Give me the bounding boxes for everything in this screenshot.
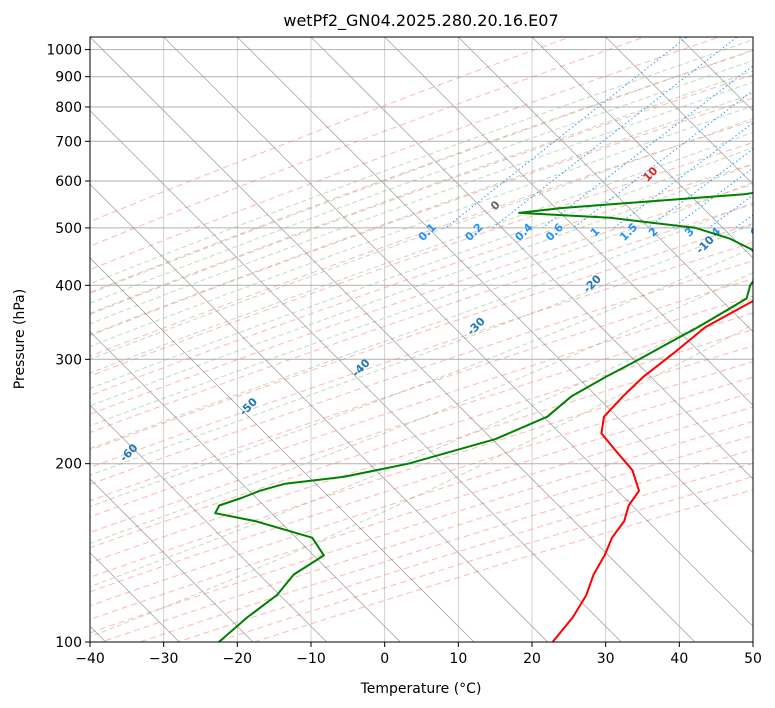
dry-adiabat bbox=[90, 163, 753, 396]
isotherm bbox=[90, 183, 548, 642]
axis-ticks: −40 −30 −20 −10 0 10 20 30 40 50 1000 900 800 700 600 5… bbox=[46, 43, 762, 667]
dry-adiabat bbox=[90, 74, 753, 315]
line-labels: -100-90-80-70-60-50-40-30-20-100.10.20.4… bbox=[3, 164, 763, 505]
isotherm-label: -50 bbox=[237, 395, 260, 418]
isotherm bbox=[237, 37, 753, 554]
chart-title: wetPf2_GN04.2025.280.20.16.E07 bbox=[283, 11, 558, 31]
moist-adiabat bbox=[90, 118, 753, 360]
mixing-ratio-label: 6 bbox=[748, 225, 763, 240]
dry-adiabat bbox=[90, 223, 753, 451]
moist-adiabat bbox=[90, 39, 753, 285]
dry-adiabat bbox=[90, 406, 753, 620]
dry-adiabat bbox=[90, 295, 753, 518]
isotherm bbox=[310, 37, 753, 480]
dewpoint-line bbox=[214, 192, 753, 642]
isotherm-label: -60 bbox=[117, 441, 140, 464]
isotherm bbox=[384, 37, 753, 406]
moist-adiabat bbox=[90, 272, 753, 544]
dry-adiabat bbox=[215, 476, 753, 642]
mixing-ratio-line bbox=[708, 194, 753, 229]
dry-adiabat bbox=[90, 50, 753, 293]
dry-adiabat bbox=[90, 241, 753, 469]
moist-adiabat bbox=[90, 70, 753, 314]
isotherm bbox=[752, 37, 753, 38]
plot-frame bbox=[89, 36, 754, 643]
moist-adiabat bbox=[90, 49, 753, 294]
x-tick-label: 40 bbox=[670, 651, 688, 667]
moist-adiabat bbox=[90, 81, 753, 325]
moist-adiabat bbox=[90, 147, 753, 389]
x-tick-label: −40 bbox=[75, 651, 105, 667]
isotherm-label: -70 bbox=[3, 482, 26, 505]
x-tick-label: 50 bbox=[744, 651, 762, 667]
isotherm bbox=[605, 37, 753, 185]
dry-adiabat bbox=[90, 391, 753, 607]
dry-adiabat bbox=[90, 142, 753, 377]
temperature-line bbox=[551, 299, 753, 642]
moist-adiabat bbox=[90, 323, 753, 638]
moist-adiabat bbox=[90, 163, 753, 407]
y-tick-label: 1000 bbox=[46, 43, 82, 59]
mixing-ratio-line bbox=[572, 90, 753, 229]
mixing-ratio-label: 1 bbox=[588, 225, 603, 240]
dry-adiabat bbox=[90, 376, 753, 593]
x-tick-label: 0 bbox=[380, 651, 389, 667]
x-tick-label: −10 bbox=[296, 651, 326, 667]
moist-adiabat bbox=[90, 181, 753, 427]
dry-adiabat bbox=[90, 345, 753, 564]
mixing-ratio-label: 0.2 bbox=[463, 221, 486, 244]
isotherm bbox=[679, 37, 753, 112]
dry-adiabat bbox=[90, 97, 753, 337]
moist-adiabat bbox=[90, 105, 753, 348]
isotherm bbox=[458, 37, 753, 333]
isotherm bbox=[90, 37, 696, 642]
x-tick-label: 10 bbox=[449, 651, 467, 667]
isotherm bbox=[90, 110, 622, 642]
sounding-profiles bbox=[214, 192, 753, 642]
isotherm-label: -20 bbox=[581, 272, 604, 295]
dry-adiabat bbox=[90, 183, 753, 415]
y-axis-label: Pressure (hPa) bbox=[12, 289, 28, 389]
x-tick-label: 30 bbox=[597, 651, 615, 667]
mixing-ratio-label: 1.5 bbox=[617, 221, 640, 244]
dry-adiabat bbox=[90, 203, 753, 433]
dry-adiabat bbox=[90, 278, 753, 502]
y-tick-label: 300 bbox=[55, 352, 82, 368]
dry-adiabat bbox=[90, 120, 753, 357]
y-tick-label: 700 bbox=[55, 134, 82, 150]
background-lines bbox=[90, 37, 753, 642]
isotherm bbox=[163, 37, 753, 627]
y-tick-label: 200 bbox=[55, 457, 82, 473]
moist-adiabat bbox=[90, 131, 753, 374]
x-tick-label: −30 bbox=[149, 651, 179, 667]
mixing-ratio-line bbox=[734, 214, 753, 229]
dry-adiabat bbox=[90, 361, 753, 578]
isotherm bbox=[90, 257, 475, 642]
y-tick-label: 600 bbox=[55, 174, 82, 190]
dry-adiabat bbox=[90, 260, 753, 485]
dry-adiabat bbox=[90, 37, 721, 271]
dry-adiabat bbox=[90, 312, 753, 534]
y-tick-label: 100 bbox=[55, 635, 82, 651]
y-tick-label: 800 bbox=[55, 100, 82, 116]
moist-adiabat bbox=[90, 297, 753, 588]
y-tick-label: 900 bbox=[55, 70, 82, 86]
moist-adiabat bbox=[90, 223, 753, 476]
dry-adiabat bbox=[90, 329, 753, 549]
y-tick-label: 400 bbox=[55, 278, 82, 294]
moist-adiabat bbox=[90, 93, 753, 336]
isotherm bbox=[90, 331, 401, 642]
isotherm bbox=[90, 404, 327, 642]
moist-adiabat bbox=[90, 247, 753, 508]
x-tick-label: 20 bbox=[523, 651, 541, 667]
x-tick-label: −20 bbox=[223, 651, 253, 667]
isotherm bbox=[531, 37, 753, 259]
moist-adiabat bbox=[90, 201, 753, 450]
y-tick-label: 500 bbox=[55, 221, 82, 237]
x-axis-label: Temperature (°C) bbox=[360, 681, 482, 697]
isotherm bbox=[90, 478, 254, 642]
isotherm-label: -30 bbox=[465, 315, 488, 338]
moist-adiabat bbox=[90, 59, 753, 304]
